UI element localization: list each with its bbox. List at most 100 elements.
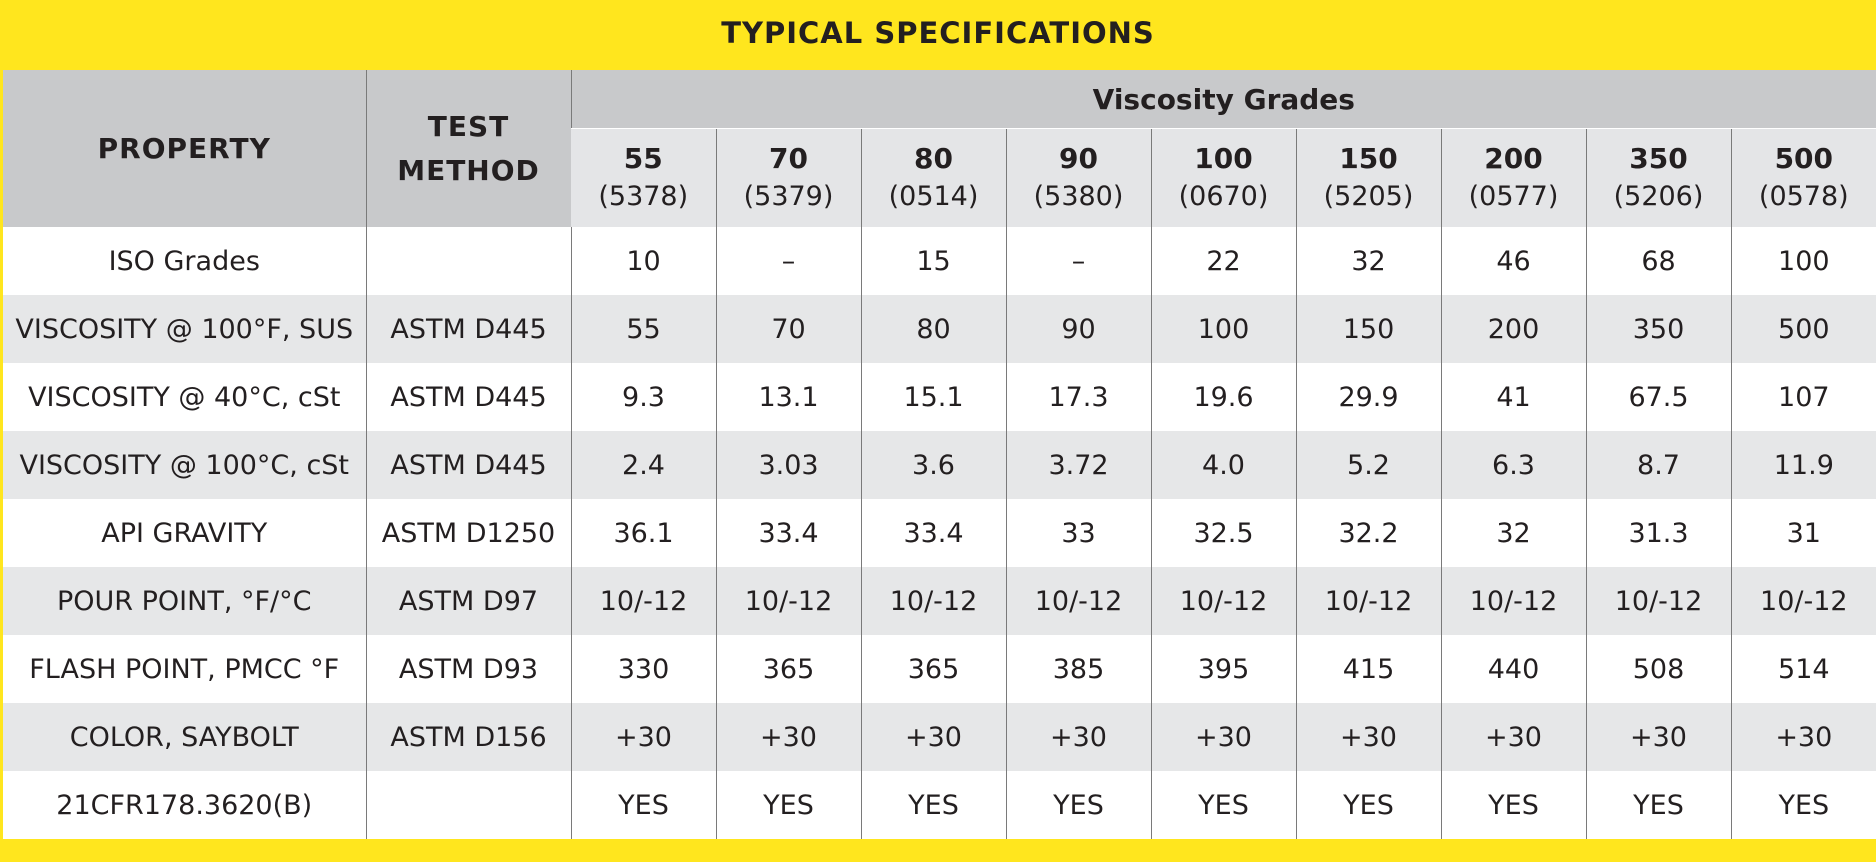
value-cell: 32 (1295, 227, 1441, 295)
test-method-cell (365, 771, 571, 839)
value-cell: 31 (1730, 499, 1876, 567)
grade-code: (5380) (1033, 181, 1124, 212)
test-method-cell: ASTM D1250 (365, 499, 571, 567)
value-cell: 200 (1440, 295, 1586, 363)
value-cell: 10/-12 (1005, 567, 1151, 635)
value-cell: 10/-12 (1440, 567, 1586, 635)
test-method-header: TEST METHOD (365, 70, 571, 227)
value-cell: 2.4 (570, 431, 716, 499)
table-row: POUR POINT, °F/°C ASTM D97 10/-12 10/-12 10/… (3, 567, 1876, 635)
value-cell: YES (1440, 771, 1586, 839)
value-cell: 10/-12 (1295, 567, 1441, 635)
bottom-banner (0, 840, 1876, 862)
value-cell: 55 (570, 295, 716, 363)
value-cell: 41 (1440, 363, 1586, 431)
value-cell: 3.72 (1005, 431, 1151, 499)
value-cell: 9.3 (570, 363, 716, 431)
value-cell: 31.3 (1585, 499, 1731, 567)
value-cell: +30 (1730, 703, 1876, 771)
grade-number: 150 (1339, 142, 1398, 175)
grade-header-350: 350 (5206) (1585, 128, 1731, 227)
value-cell: 32.2 (1295, 499, 1441, 567)
grade-header-80: 80 (0514) (860, 128, 1006, 227)
grade-number: 200 (1484, 142, 1543, 175)
property-cell: VISCOSITY @ 40°C, cSt (3, 363, 366, 431)
table-row: 21CFR178.3620(B) YES YES YES YES YES YES YES YES… (3, 771, 1876, 839)
table-row: VISCOSITY @ 100°C, cSt ASTM D445 2.4 3.03 3.… (3, 431, 1876, 499)
value-cell: 11.9 (1730, 431, 1876, 499)
table-row: API GRAVITY ASTM D1250 36.1 33.4 33.4 33 32.5 3… (3, 499, 1876, 567)
value-cell: 330 (570, 635, 716, 703)
value-cell: 67.5 (1585, 363, 1731, 431)
test-method-cell: ASTM D445 (365, 363, 571, 431)
value-cell: 29.9 (1295, 363, 1441, 431)
grade-code: (5206) (1613, 181, 1704, 212)
value-cell: 90 (1005, 295, 1151, 363)
value-cell: 10 (570, 227, 716, 295)
value-cell: 80 (860, 295, 1006, 363)
value-cell: 4.0 (1150, 431, 1296, 499)
value-cell: 100 (1150, 295, 1296, 363)
grade-code: (0578) (1758, 181, 1849, 212)
property-cell: API GRAVITY (3, 499, 366, 567)
value-cell: +30 (1440, 703, 1586, 771)
value-cell: 13.1 (715, 363, 861, 431)
grade-code: (5378) (598, 181, 689, 212)
value-cell: 33.4 (860, 499, 1006, 567)
grade-header-90: 90 (5380) (1005, 128, 1151, 227)
property-cell: ISO Grades (3, 227, 366, 295)
value-cell: – (715, 227, 861, 295)
value-cell: +30 (1150, 703, 1296, 771)
value-cell: 150 (1295, 295, 1441, 363)
value-cell: 10/-12 (715, 567, 861, 635)
grade-number: 80 (914, 142, 953, 175)
value-cell: 440 (1440, 635, 1586, 703)
value-cell: 350 (1585, 295, 1731, 363)
table-row: VISCOSITY @ 100°F, SUS ASTM D445 55 70 80 90 1… (3, 295, 1876, 363)
value-cell: +30 (715, 703, 861, 771)
grade-number: 70 (769, 142, 808, 175)
property-cell: COLOR, SAYBOLT (3, 703, 366, 771)
property-cell: FLASH POINT, PMCC °F (3, 635, 366, 703)
property-header: PROPERTY (3, 70, 366, 227)
property-cell: POUR POINT, °F/°C (3, 567, 366, 635)
table-row: FLASH POINT, PMCC °F ASTM D93 330 365 365 385… (3, 635, 1876, 703)
value-cell: 17.3 (1005, 363, 1151, 431)
value-cell: +30 (1005, 703, 1151, 771)
value-cell: 33 (1005, 499, 1151, 567)
value-cell: +30 (570, 703, 716, 771)
value-cell: YES (715, 771, 861, 839)
grade-number: 350 (1629, 142, 1688, 175)
value-cell: 46 (1440, 227, 1586, 295)
value-cell: 395 (1150, 635, 1296, 703)
value-cell: YES (1730, 771, 1876, 839)
grade-number: 100 (1194, 142, 1253, 175)
value-cell: +30 (860, 703, 1006, 771)
value-cell: 365 (860, 635, 1006, 703)
test-method-cell: ASTM D445 (365, 431, 571, 499)
test-method-cell: ASTM D97 (365, 567, 571, 635)
value-cell: 500 (1730, 295, 1876, 363)
value-cell: 10/-12 (1585, 567, 1731, 635)
grade-number: 500 (1774, 142, 1834, 175)
value-cell: 8.7 (1585, 431, 1731, 499)
value-cell: YES (1150, 771, 1296, 839)
value-cell: 514 (1730, 635, 1876, 703)
value-cell: 6.3 (1440, 431, 1586, 499)
value-cell: +30 (1295, 703, 1441, 771)
value-cell: 508 (1585, 635, 1731, 703)
value-cell: 32 (1440, 499, 1586, 567)
grade-header-100: 100 (0670) (1150, 128, 1296, 227)
value-cell: 33.4 (715, 499, 861, 567)
value-cell: 100 (1730, 227, 1876, 295)
property-cell: VISCOSITY @ 100°F, SUS (3, 295, 366, 363)
value-cell: 3.6 (860, 431, 1006, 499)
grade-code: (5379) (743, 181, 834, 212)
value-cell: YES (1005, 771, 1151, 839)
value-cell: 10/-12 (1150, 567, 1296, 635)
value-cell: 36.1 (570, 499, 716, 567)
grade-header-150: 150 (5205) (1295, 128, 1441, 227)
value-cell: 10/-12 (1730, 567, 1876, 635)
value-cell: 15 (860, 227, 1006, 295)
